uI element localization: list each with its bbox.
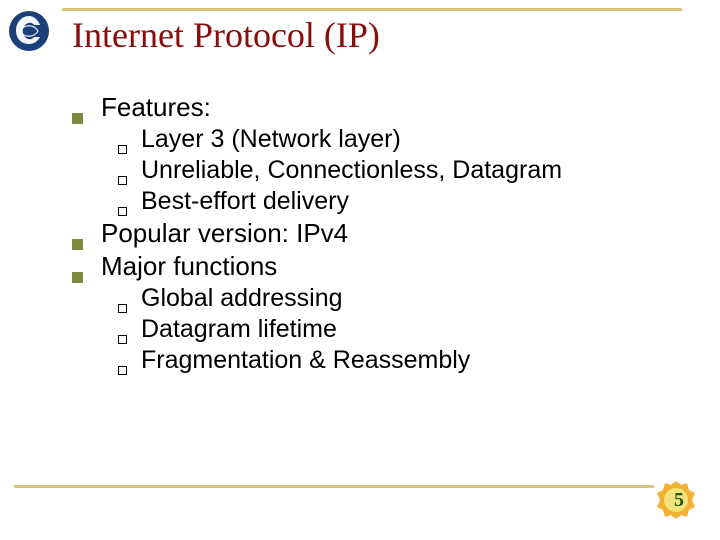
sub-list-item: Fragmentation & Reassembly <box>118 346 672 375</box>
hollow-square-bullet-icon <box>118 366 127 375</box>
square-bullet-icon <box>72 239 83 250</box>
hollow-square-bullet-icon <box>118 335 127 344</box>
list-item: Features: <box>72 92 672 123</box>
list-item-label: Features: <box>101 92 211 123</box>
content-area: Features: Layer 3 (Network layer) Unreli… <box>72 92 672 377</box>
list-item-label: Major functions <box>101 251 277 282</box>
sub-list-item-label: Best-effort delivery <box>141 187 349 216</box>
hollow-square-bullet-icon <box>118 207 127 216</box>
page-number: 5 <box>674 489 684 512</box>
square-bullet-icon <box>72 272 83 283</box>
hollow-square-bullet-icon <box>118 145 127 154</box>
sub-list-item-label: Unreliable, Connectionless, Datagram <box>141 156 562 185</box>
slide: Internet Protocol (IP) Features: Layer 3… <box>0 0 720 540</box>
hollow-square-bullet-icon <box>118 304 127 313</box>
sub-list-item-label: Layer 3 (Network layer) <box>141 125 401 154</box>
header-accent-bar <box>62 8 682 11</box>
list-item: Popular version: IPv4 <box>72 218 672 249</box>
sub-list-item-label: Fragmentation & Reassembly <box>141 346 470 375</box>
hollow-square-bullet-icon <box>118 176 127 185</box>
sub-list-item-label: Datagram lifetime <box>141 315 337 344</box>
square-bullet-icon <box>72 113 83 124</box>
sub-list-item: Unreliable, Connectionless, Datagram <box>118 156 672 185</box>
sub-list-item: Layer 3 (Network layer) <box>118 125 672 154</box>
sub-list-item-label: Global addressing <box>141 284 343 313</box>
list-item: Major functions <box>72 251 672 282</box>
sub-list-item: Datagram lifetime <box>118 315 672 344</box>
sub-list-item: Global addressing <box>118 284 672 313</box>
sub-list-item: Best-effort delivery <box>118 187 672 216</box>
logo-icon <box>8 10 50 52</box>
footer-accent-bar <box>14 485 654 488</box>
slide-title: Internet Protocol (IP) <box>72 14 380 56</box>
list-item-label: Popular version: IPv4 <box>101 218 348 249</box>
